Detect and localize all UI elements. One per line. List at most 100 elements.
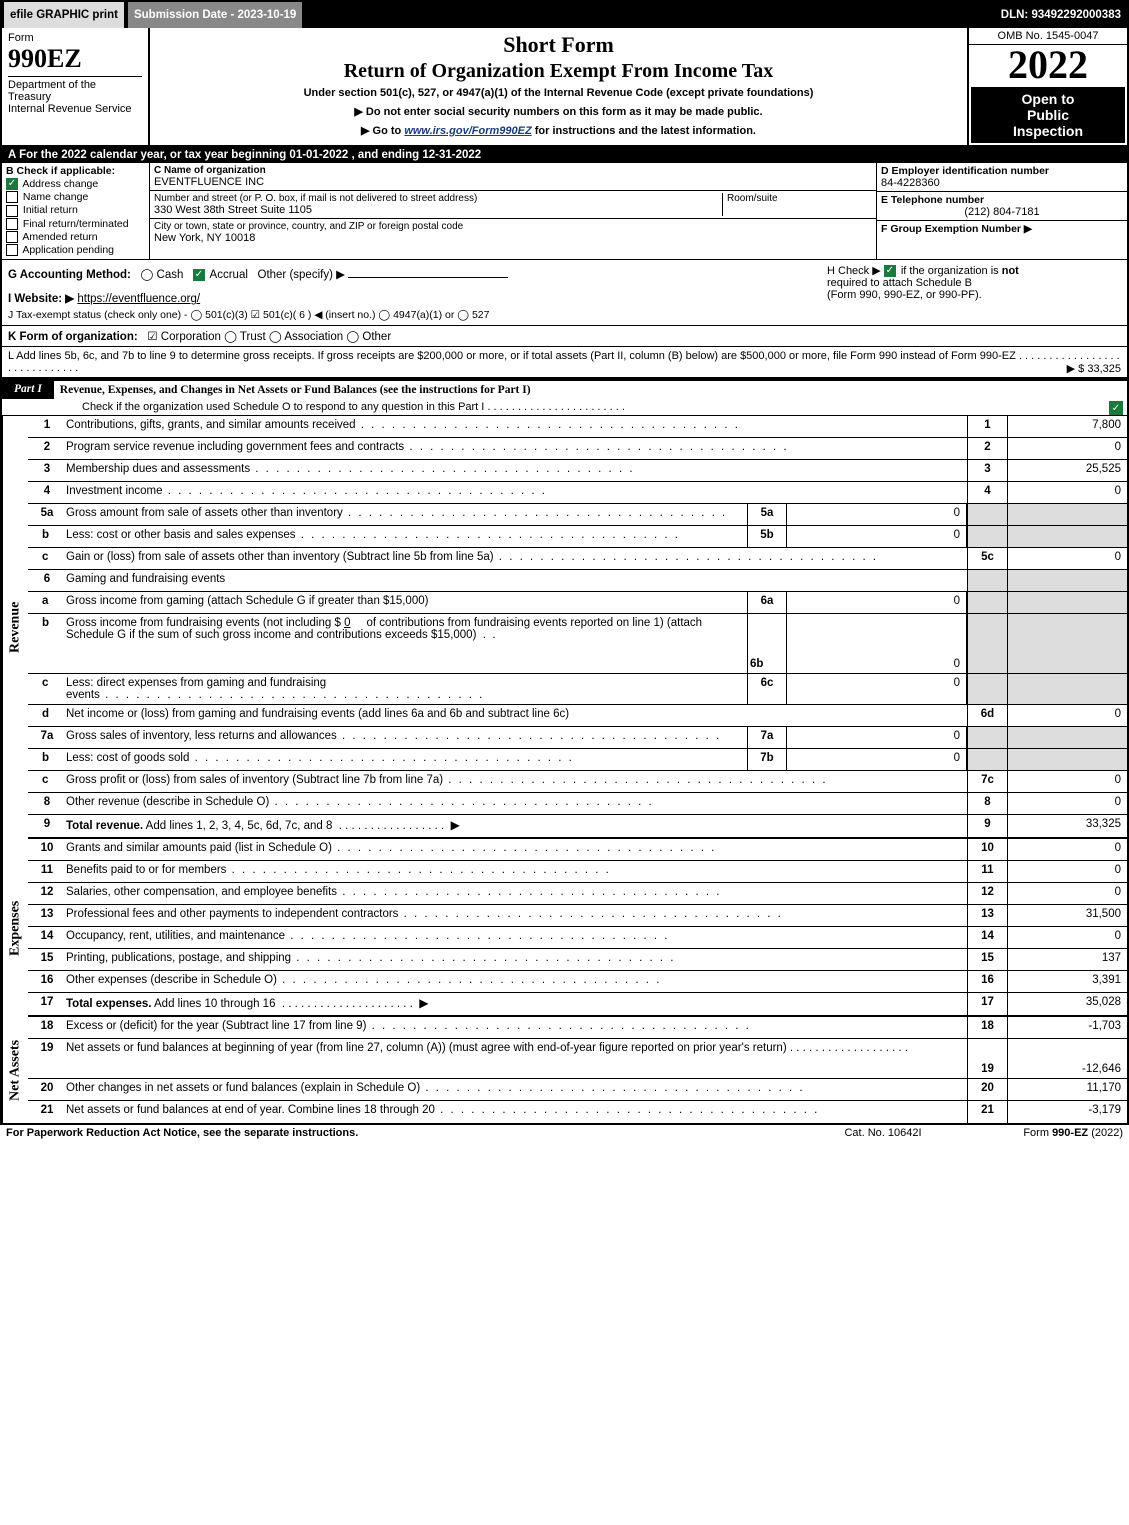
line-6c-greynum — [967, 674, 1007, 704]
irs-link[interactable]: www.irs.gov/Form990EZ — [404, 125, 531, 137]
col-d-e-f: D Employer identification number 84-4228… — [877, 163, 1127, 259]
net-assets-section: Net Assets 18Excess or (deficit) for the… — [2, 1017, 1127, 1123]
g-accrual: Accrual — [210, 269, 248, 281]
line-6c-midnum: 6c — [747, 674, 787, 704]
subtitle-ssn-warning: ▶ Do not enter social security numbers o… — [158, 105, 959, 118]
line-4-refnum: 4 — [967, 482, 1007, 503]
g-accounting-method: G Accounting Method: ◯ Cash Accrual Othe… — [8, 264, 821, 281]
expenses-side-label: Expenses — [2, 839, 28, 1017]
part-i-tab: Part I — [2, 380, 54, 398]
line-16-val: 3,391 — [1007, 971, 1127, 992]
line-16-refnum: 16 — [967, 971, 1007, 992]
line-11-num: 11 — [28, 861, 66, 882]
efile-print-button[interactable]: efile GRAPHIC print — [4, 2, 124, 28]
line-6c-desc: Less: direct expenses from gaming and fu… — [66, 674, 747, 704]
h-text2: if the organization is — [901, 265, 1002, 277]
line-6c-greyval — [1007, 674, 1127, 704]
open-to-public-box: Open to Public Inspection — [971, 87, 1125, 143]
line-7b-midnum: 7b — [747, 749, 787, 770]
line-12-val: 0 — [1007, 883, 1127, 904]
title-return: Return of Organization Exempt From Incom… — [158, 60, 959, 83]
line-7a-desc: Gross sales of inventory, less returns a… — [66, 727, 747, 748]
line-10-num: 10 — [28, 839, 66, 860]
line-21-refnum: 21 — [967, 1101, 1007, 1123]
form-label: Form — [8, 32, 142, 44]
line-8-num: 8 — [28, 793, 66, 814]
line-14-refnum: 14 — [967, 927, 1007, 948]
checkbox-h[interactable] — [884, 265, 896, 277]
line-11-val: 0 — [1007, 861, 1127, 882]
line-7c-desc: Gross profit or (loss) from sales of inv… — [66, 771, 967, 792]
top-bar: efile GRAPHIC print Submission Date - 20… — [2, 2, 1127, 28]
l-amount: ▶ $ 33,325 — [1067, 362, 1121, 375]
line-2-val: 0 — [1007, 438, 1127, 459]
line-14-val: 0 — [1007, 927, 1127, 948]
line-19-val: -12,646 — [1007, 1039, 1127, 1078]
line-6-num: 6 — [28, 570, 66, 591]
checkbox-final-return[interactable] — [6, 218, 18, 230]
line-2-refnum: 2 — [967, 438, 1007, 459]
org-city: New York, NY 10018 — [154, 232, 872, 244]
line-5c-desc: Gain or (loss) from sale of assets other… — [66, 548, 967, 569]
open-line1: Open to — [973, 91, 1123, 107]
line-4-num: 4 — [28, 482, 66, 503]
line-18-refnum: 18 — [967, 1017, 1007, 1038]
open-line3: Inspection — [973, 123, 1123, 139]
header-middle: Short Form Return of Organization Exempt… — [150, 28, 967, 145]
h-not: not — [1002, 265, 1019, 277]
line-16-num: 16 — [28, 971, 66, 992]
h-text1: H Check ▶ — [827, 265, 881, 277]
line-11-refnum: 11 — [967, 861, 1007, 882]
line-20-refnum: 20 — [967, 1079, 1007, 1100]
form-number: 990EZ — [8, 44, 142, 74]
line-3-num: 3 — [28, 460, 66, 481]
line-7a-num: 7a — [28, 727, 66, 748]
dln-label: DLN: 93492292000383 — [995, 2, 1127, 28]
line-5b-greyval — [1007, 526, 1127, 547]
department-text: Department of theTreasuryInternal Revenu… — [8, 76, 142, 115]
checkbox-initial-return[interactable] — [6, 205, 18, 217]
line-12-num: 12 — [28, 883, 66, 904]
line-6b-greyval — [1007, 614, 1127, 673]
line-7a-greynum — [967, 727, 1007, 748]
website-link[interactable]: https://eventfluence.org/ — [77, 293, 200, 305]
line-8-refnum: 8 — [967, 793, 1007, 814]
l-text: L Add lines 5b, 6c, and 7b to line 9 to … — [8, 350, 1016, 362]
g-other-input[interactable] — [348, 264, 508, 278]
line-6d-desc: Net income or (loss) from gaming and fun… — [66, 705, 967, 726]
line-7b-num: b — [28, 749, 66, 770]
checkbox-name-change[interactable] — [6, 191, 18, 203]
row-g-h: G Accounting Method: ◯ Cash Accrual Othe… — [2, 260, 1127, 326]
line-5a-midnum: 5a — [747, 504, 787, 525]
checkbox-schedule-o[interactable]: ✓ — [1109, 401, 1123, 415]
line-9-refnum: 9 — [967, 815, 1007, 837]
line-5b-greynum — [967, 526, 1007, 547]
title-short-form: Short Form — [158, 32, 959, 58]
line-12-desc: Salaries, other compensation, and employ… — [66, 883, 967, 904]
line-21-val: -3,179 — [1007, 1101, 1127, 1123]
line-21-num: 21 — [28, 1101, 66, 1123]
label-address-change: Address change — [22, 178, 98, 190]
header-right: OMB No. 1545-0047 2022 Open to Public In… — [967, 28, 1127, 145]
line-18-num: 18 — [28, 1017, 66, 1038]
checkbox-address-change[interactable] — [6, 178, 18, 190]
part-i-title: Revenue, Expenses, and Changes in Net As… — [54, 379, 1127, 399]
line-3-val: 25,525 — [1007, 460, 1127, 481]
line-13-desc: Professional fees and other payments to … — [66, 905, 967, 926]
line-10-val: 0 — [1007, 839, 1127, 860]
row-l: L Add lines 5b, 6c, and 7b to line 9 to … — [2, 347, 1127, 379]
checkbox-amended-return[interactable] — [6, 231, 18, 243]
line-7a-greyval — [1007, 727, 1127, 748]
line-18-desc: Excess or (deficit) for the year (Subtra… — [66, 1017, 967, 1038]
checkbox-application-pending[interactable] — [6, 244, 18, 256]
c-name-label: C Name of organization — [154, 165, 872, 176]
line-5b-desc: Less: cost or other basis and sales expe… — [66, 526, 747, 547]
checkbox-accrual[interactable] — [193, 269, 205, 281]
line-19-desc: Net assets or fund balances at beginning… — [66, 1039, 967, 1078]
line-5b-midnum: 5b — [747, 526, 787, 547]
room-suite-label: Room/suite — [722, 193, 872, 216]
line-8-val: 0 — [1007, 793, 1127, 814]
expenses-section: Expenses 10Grants and similar amounts pa… — [2, 839, 1127, 1017]
line-6b-amt: 0 — [344, 617, 350, 629]
line-21-desc: Net assets or fund balances at end of ye… — [66, 1101, 967, 1123]
